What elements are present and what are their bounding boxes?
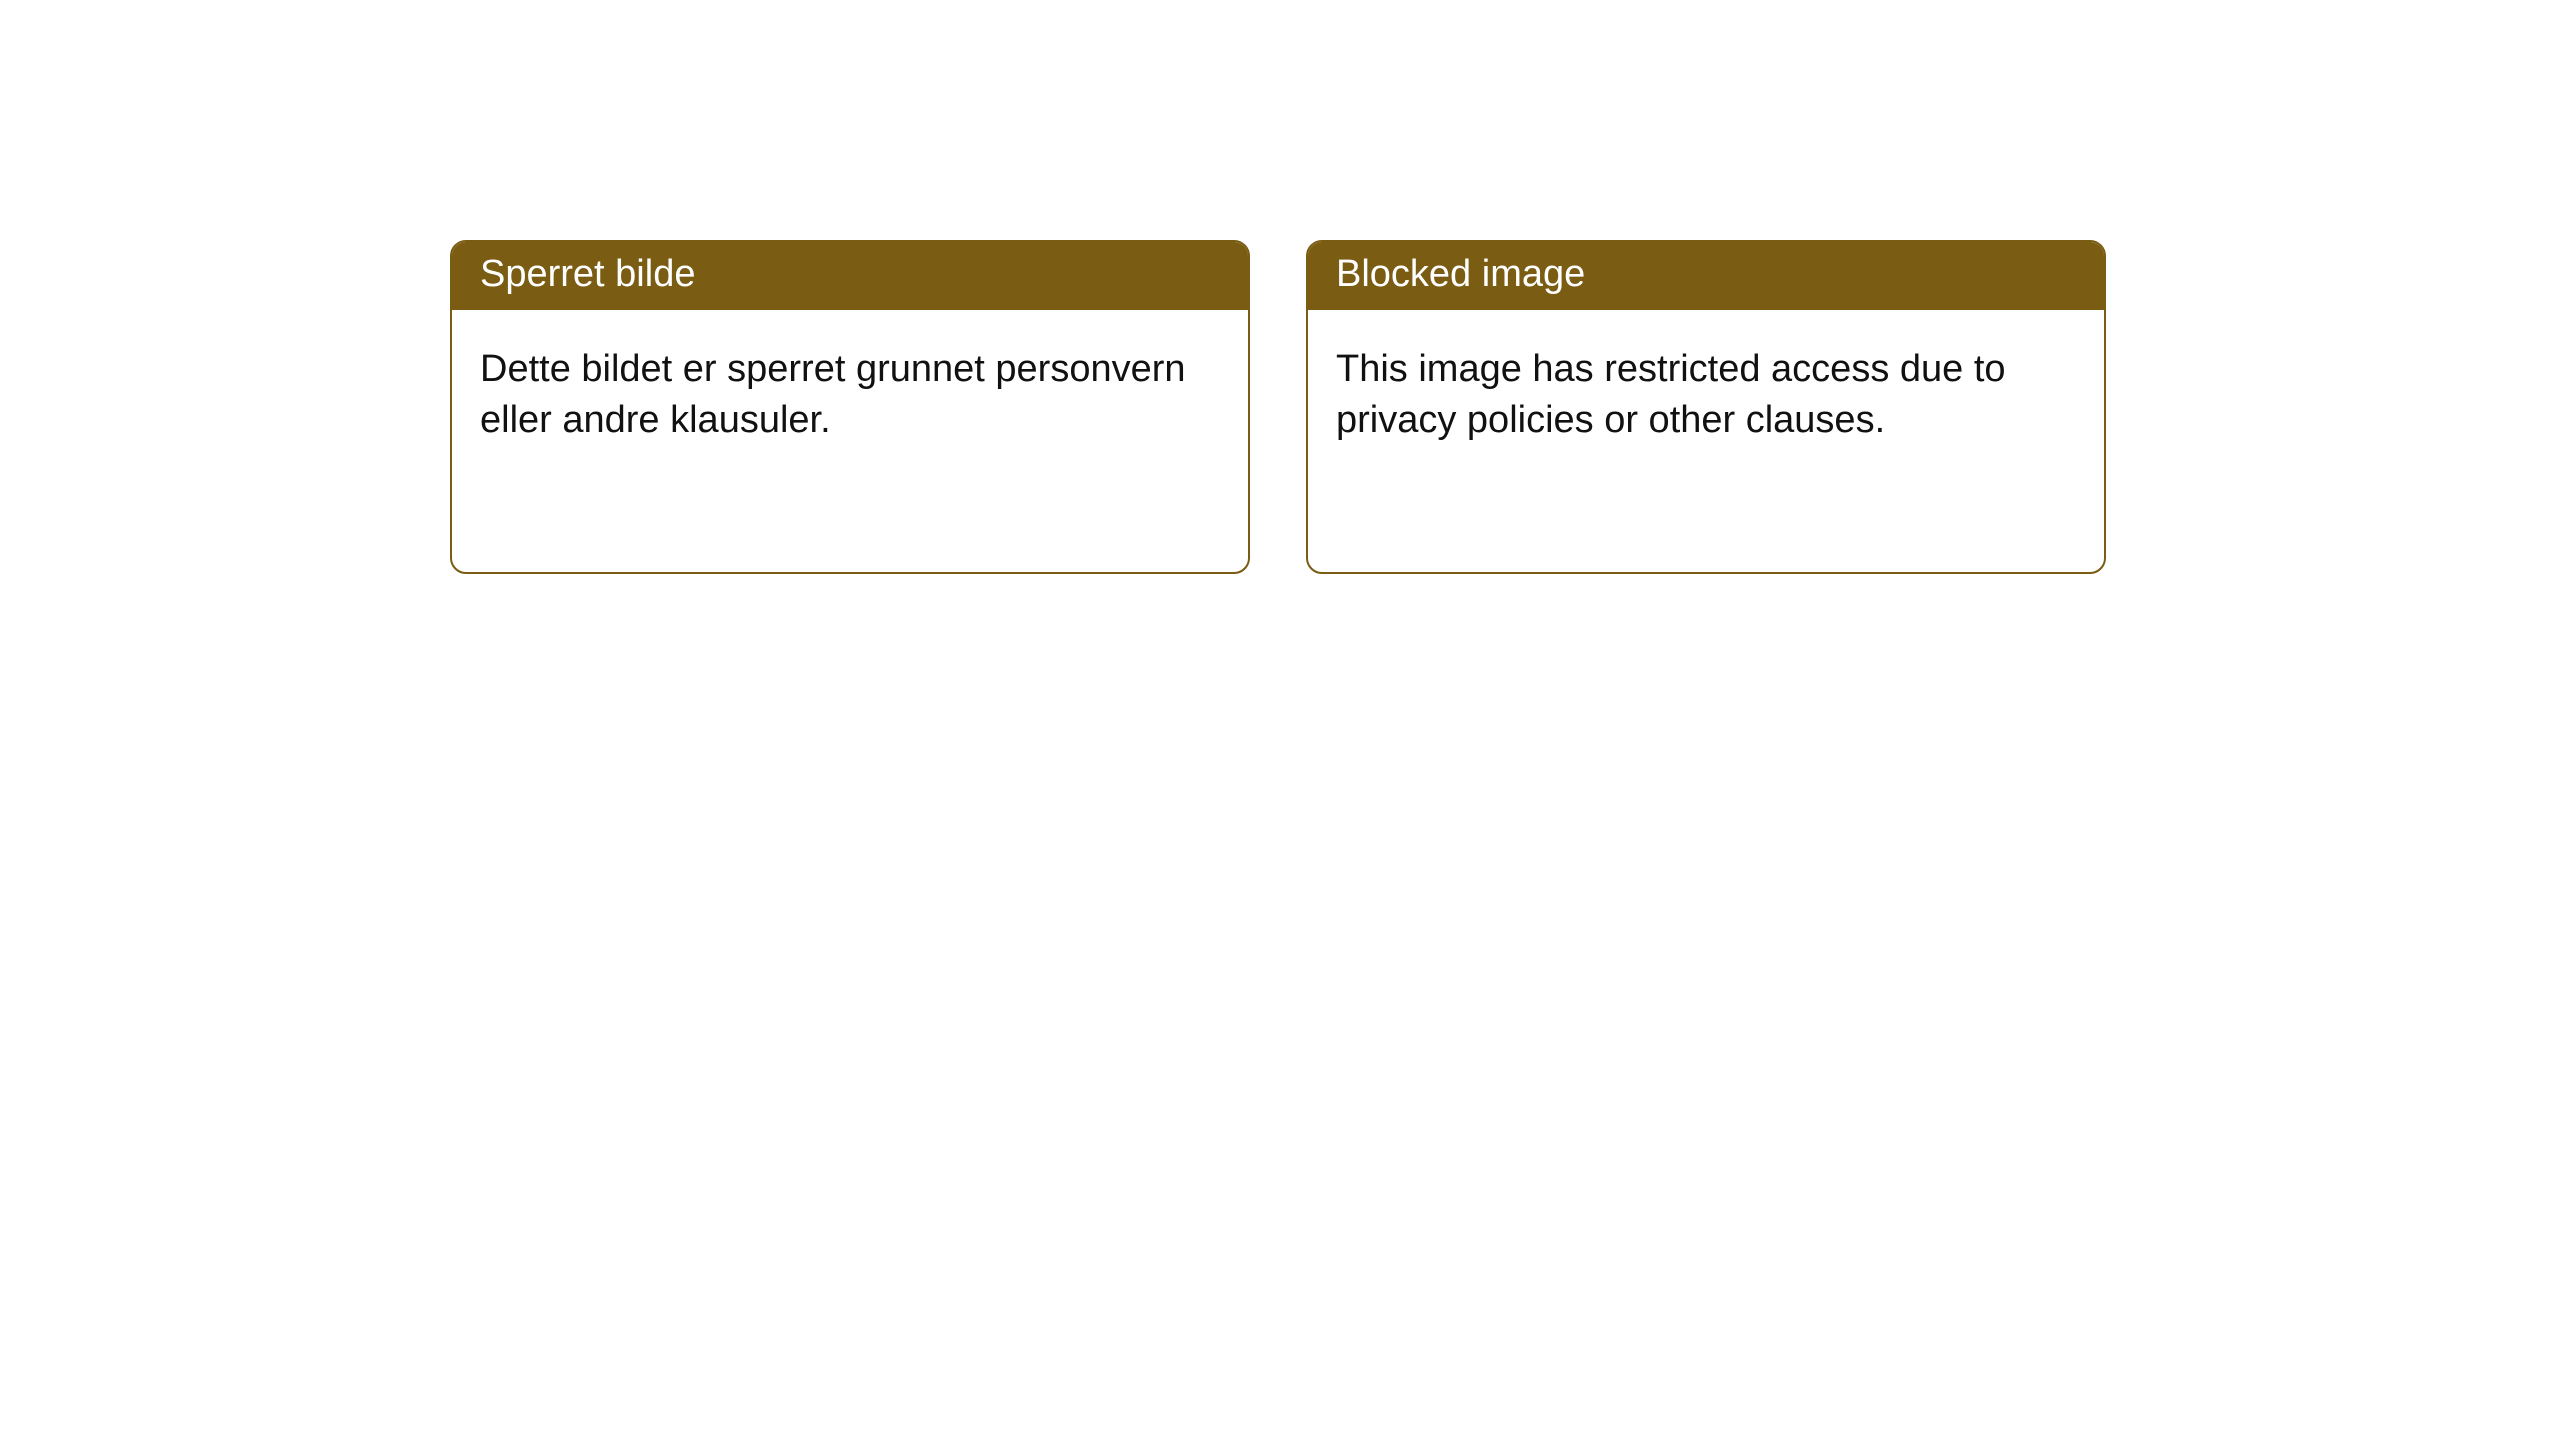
card-title: Sperret bilde — [452, 242, 1248, 310]
card-body: Dette bildet er sperret grunnet personve… — [452, 310, 1248, 481]
cards-container: Sperret bilde Dette bildet er sperret gr… — [0, 0, 2560, 574]
card-blocked-no: Sperret bilde Dette bildet er sperret gr… — [450, 240, 1250, 574]
card-body: This image has restricted access due to … — [1308, 310, 2104, 481]
card-title: Blocked image — [1308, 242, 2104, 310]
card-blocked-en: Blocked image This image has restricted … — [1306, 240, 2106, 574]
